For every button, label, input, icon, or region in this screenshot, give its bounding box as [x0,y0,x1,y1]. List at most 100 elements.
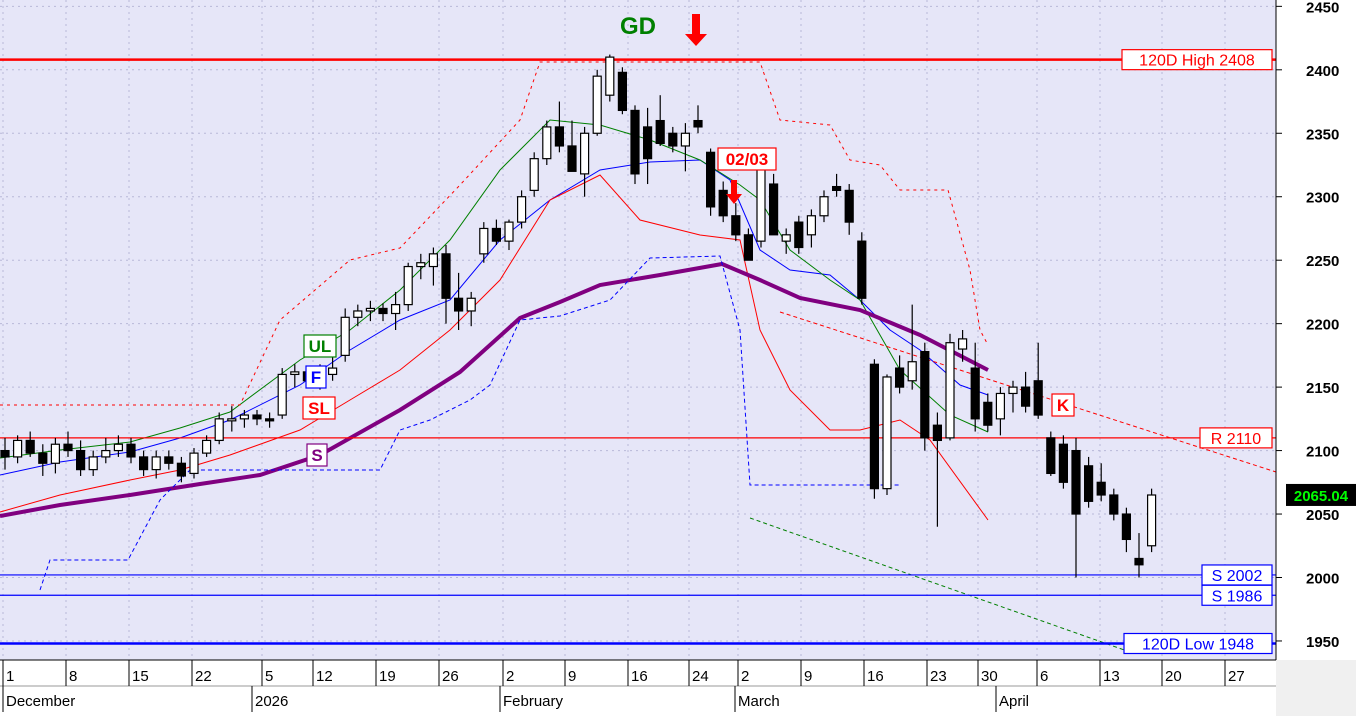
x-day-label: 2 [506,668,514,685]
x-month-label: February [503,693,564,710]
candles [0,54,1157,578]
candle-body [756,164,766,242]
candle-body [466,297,476,312]
candle-body [630,109,640,175]
candle-body [1134,557,1144,566]
candle-body [882,376,892,490]
candle-body [869,363,880,490]
label-sl: SL [308,399,330,418]
y-tick-label: 2400 [1306,63,1339,80]
x-day-label: 5 [265,668,273,685]
x-day-label: 20 [1165,668,1182,685]
ma-ul-line [0,119,989,459]
candle-body [479,227,489,255]
candle-body [1096,481,1106,496]
candle-body [554,126,565,147]
x-day-label: 26 [442,668,459,685]
gd-label: GD [620,13,656,40]
y-axis: 1950 2000 2050 2100 2150 2200 2250 2300 2350 2400… [1275,0,1339,660]
level-label-box [1199,427,1273,449]
y-tick-label: 2100 [1306,444,1339,461]
label-k-box [1051,393,1075,417]
x-day-label: 19 [379,668,396,685]
candle-body [693,119,703,128]
candle-body [189,452,199,475]
candle-body [504,221,514,242]
level-label: 120D Low 1948 [1142,637,1254,654]
candle-body [13,439,23,458]
date-flag-down-arrow-icon [726,180,742,204]
x-month-label: December [6,693,75,710]
candle-body [416,262,426,268]
candle-body [139,456,149,471]
candle-body [932,424,943,442]
candle-body [983,401,993,426]
candle-body [365,307,375,312]
label-f-box [305,365,327,389]
candle-body [655,119,665,145]
candle-body [454,297,464,312]
candle-body [794,221,804,249]
candle-body [265,418,275,422]
candle-body [605,56,615,96]
candle-body [970,367,980,420]
y-tick-label: 2200 [1306,317,1339,334]
label-ul-box [303,334,337,358]
candle-body [88,456,98,471]
candle-body [1033,380,1043,416]
trailing-stop-blue [39,255,900,591]
candle-body [617,71,628,112]
plot-background [0,0,1276,660]
candle-body [718,189,728,217]
candle-body [819,196,829,217]
candle-body [1146,494,1157,547]
axis-corner [1276,660,1356,716]
candle-body [844,189,854,223]
candle-body [1020,386,1031,407]
level-label-box [1201,584,1273,606]
x-day-label: 27 [1228,668,1245,685]
candle-body [0,449,10,458]
level-label-box [1123,632,1273,655]
candle-body [806,215,817,236]
candle-body [995,392,1006,420]
candle-body [1121,513,1132,541]
candle-body [403,265,413,306]
candle-body [857,240,867,299]
ma-f-line [0,159,989,476]
level-label: 120D High 2408 [1139,53,1255,70]
y-tick-label: 2300 [1306,190,1339,207]
ma-sl-line [0,174,989,521]
x-day-label: 12 [316,668,333,685]
candle-body [957,338,968,350]
x-day-label: 16 [631,668,648,685]
label-s: S [311,446,322,465]
candle-body [907,361,917,382]
candle-body [781,234,791,242]
candle-body [516,196,527,223]
candle-body [50,443,61,464]
last-price-box [1286,483,1356,506]
candle-body [126,443,136,458]
candle-body [1071,449,1081,515]
x-day-label: 1 [6,668,14,685]
ma-s-line [0,261,989,518]
x-day-label: 22 [195,668,212,685]
candle-body [202,439,212,454]
y-tick-label: 2000 [1306,571,1339,588]
candle-body [894,367,905,388]
y-tick-label: 2350 [1306,126,1339,143]
candle-body [227,418,237,422]
candle-body [353,310,363,318]
candle-body [491,227,501,242]
x-day-label: 6 [1040,668,1048,685]
candle-body [63,443,73,452]
candle-body [680,132,691,147]
label-date-flag-box [717,147,777,171]
candle-body [1109,494,1119,515]
candle-body [592,75,602,134]
candle-body [1046,437,1056,475]
candle-body [743,234,754,261]
last-price: 2065.04 [1294,488,1349,505]
